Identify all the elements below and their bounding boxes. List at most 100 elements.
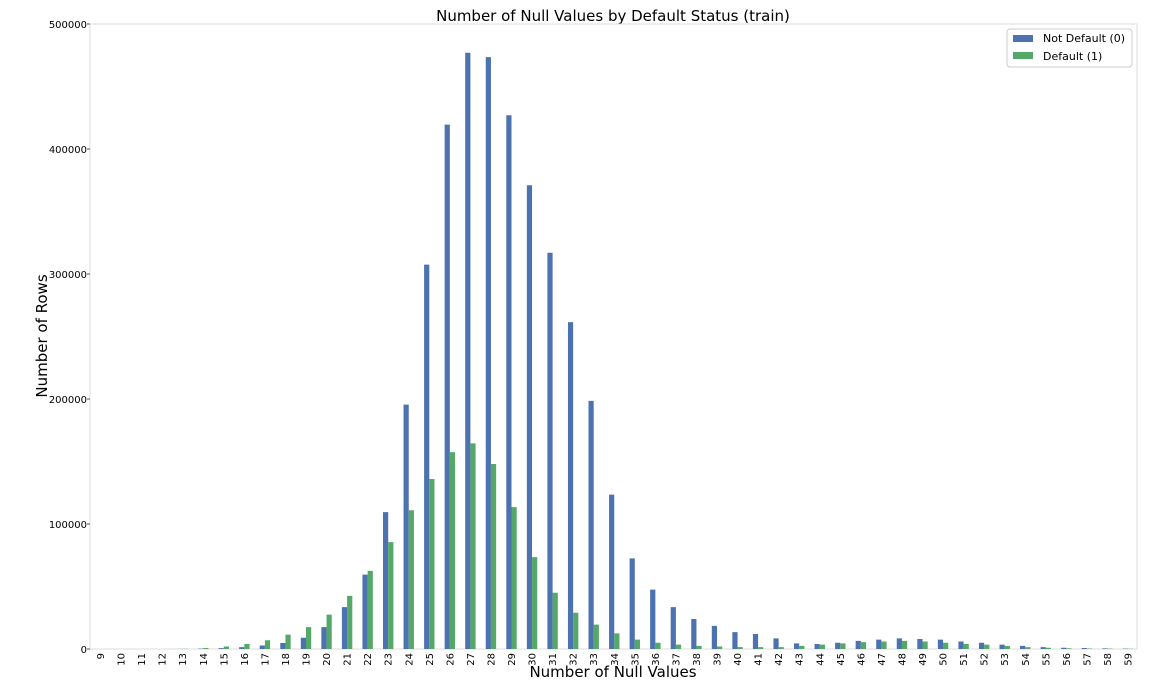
bar-default-17	[264, 640, 271, 649]
bars-group	[177, 52, 1134, 650]
x-tick-label: 19	[302, 653, 313, 666]
legend-box	[1006, 28, 1133, 68]
bar-not-default-43	[794, 643, 800, 650]
bar-default-43	[799, 645, 805, 650]
x-tick-label: 12	[158, 653, 169, 666]
bar-not-default-48	[896, 638, 902, 650]
bar-not-default-54	[1020, 645, 1026, 650]
bar-default-56	[1066, 648, 1072, 649]
x-tick-label: 40	[733, 653, 744, 666]
x-tick-label: 27	[466, 653, 477, 666]
bar-not-default-53	[999, 644, 1005, 650]
bar-not-default-35	[629, 558, 635, 650]
bar-not-default-37	[670, 607, 676, 650]
bar-default-35	[634, 639, 640, 650]
x-tick-label: 58	[1103, 653, 1114, 666]
x-tick-label: 26	[445, 653, 456, 666]
x-tick-label: 31	[548, 653, 559, 666]
bar-default-24	[408, 510, 414, 649]
bar-not-default-26	[444, 124, 450, 650]
bar-not-default-28	[485, 57, 491, 650]
bar-not-default-19	[300, 637, 306, 649]
bar-default-42	[778, 647, 784, 650]
x-tick-label: 55	[1041, 653, 1052, 666]
x-tick-label: 22	[363, 653, 374, 666]
bar-not-default-29	[506, 115, 512, 649]
x-tick-label: 30	[528, 653, 539, 666]
y-tick-label: 500000	[49, 20, 87, 31]
x-tick-label: 39	[713, 653, 724, 666]
bar-default-40	[737, 647, 743, 650]
bar-default-20	[326, 614, 332, 650]
bar-not-default-42	[773, 638, 779, 650]
bar-default-18	[285, 634, 291, 650]
x-tick-label: 29	[507, 653, 518, 666]
x-tick-label: 37	[671, 653, 682, 666]
bar-not-default-33	[588, 400, 594, 650]
bar-not-default-52	[978, 642, 985, 649]
x-tick-label: 18	[281, 653, 292, 666]
y-tick-label: 0	[81, 645, 87, 656]
bar-not-default-47	[876, 639, 882, 650]
x-tick-label: 43	[795, 653, 806, 666]
plot-area: 0 100000 200000 300000 400000 500000 9 10 11 12 1…	[49, 20, 1138, 666]
bar-not-default-17	[259, 645, 265, 649]
bar-not-default-39	[711, 625, 717, 650]
bar-not-default-36	[650, 589, 656, 650]
bar-default-54	[1025, 647, 1031, 650]
bar-default-51	[963, 644, 969, 649]
y-tick-label: 300000	[49, 270, 87, 281]
bar-default-47	[881, 641, 887, 649]
y-axis-ticks: 0 100000 200000 300000 400000 500000	[49, 20, 90, 656]
x-tick-label: 34	[610, 653, 621, 666]
bar-default-55	[1045, 647, 1051, 649]
bar-not-default-21	[341, 607, 348, 650]
bar-not-default-58	[1102, 648, 1108, 650]
bar-default-57	[1086, 648, 1093, 649]
x-tick-label: 38	[692, 653, 703, 666]
bar-not-default-55	[1040, 647, 1046, 650]
bar-default-39	[717, 646, 723, 649]
x-tick-label: 32	[569, 653, 580, 666]
legend-swatch-default	[1013, 52, 1033, 59]
bar-not-default-38	[691, 619, 697, 649]
legend-swatch-not-default	[1013, 35, 1033, 42]
bar-not-default-46	[855, 640, 861, 650]
bar-not-default-16	[239, 647, 245, 650]
bar-not-default-57	[1081, 648, 1087, 649]
x-tick-label: 16	[240, 653, 251, 666]
x-tick-label: 53	[1000, 653, 1011, 666]
bar-default-46	[860, 642, 867, 650]
x-tick-label: 51	[959, 653, 970, 666]
bar-default-38	[696, 645, 702, 650]
y-tick-label: 400000	[49, 145, 87, 156]
x-tick-label: 21	[343, 653, 354, 666]
x-tick-label: 13	[178, 653, 189, 666]
x-tick-label: 9	[96, 653, 107, 659]
legend-label-not-default: Not Default (0)	[1043, 32, 1125, 45]
x-tick-label: 11	[137, 653, 148, 666]
x-tick-label: 20	[322, 653, 333, 666]
bar-default-30	[532, 557, 538, 650]
bar-not-default-24	[403, 404, 409, 650]
bar-not-default-25	[424, 264, 430, 650]
bar-default-28	[490, 464, 497, 649]
x-tick-label: 35	[630, 653, 641, 666]
x-tick-label: 41	[754, 653, 765, 666]
bar-default-31	[552, 592, 558, 649]
x-tick-label: 54	[1021, 653, 1032, 666]
bar-not-default-20	[321, 627, 327, 650]
x-tick-label: 45	[836, 653, 847, 666]
bar-default-23	[388, 542, 394, 650]
bar-default-32	[573, 612, 579, 649]
bar-not-default-56	[1061, 647, 1067, 649]
bar-not-default-45	[835, 642, 841, 649]
bar-default-15	[223, 646, 229, 649]
x-tick-label: 15	[219, 653, 230, 666]
bar-default-52	[984, 644, 990, 650]
bar-not-default-49	[917, 639, 923, 649]
bar-default-27	[470, 443, 476, 650]
x-tick-label: 17	[260, 653, 271, 666]
x-tick-label: 24	[404, 653, 415, 666]
